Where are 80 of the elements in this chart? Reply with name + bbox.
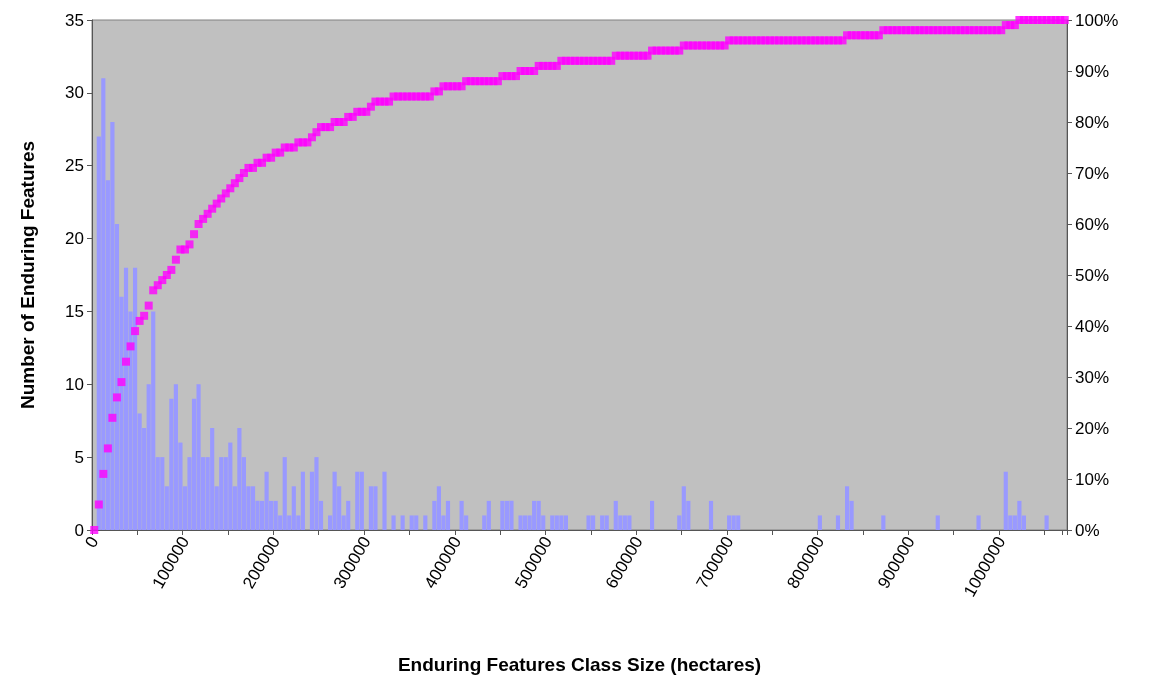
- y2-tick-label: 80%: [1075, 112, 1110, 132]
- bar: [500, 500, 505, 530]
- bar: [250, 486, 256, 530]
- bar: [414, 515, 419, 530]
- bar: [935, 515, 940, 530]
- y2-tick-label: 30%: [1075, 367, 1110, 387]
- bar: [627, 515, 632, 530]
- y2-tick-label: 60%: [1075, 214, 1110, 234]
- bar: [731, 515, 736, 530]
- bar: [355, 471, 360, 530]
- bar: [486, 500, 491, 530]
- bar: [423, 515, 428, 530]
- y-tick-label: 0: [74, 520, 84, 540]
- bar: [817, 515, 822, 530]
- y2-tick-label: 10%: [1075, 469, 1110, 489]
- bar: [314, 457, 319, 530]
- bar: [681, 486, 686, 530]
- bar: [459, 500, 464, 530]
- bar: [559, 515, 564, 530]
- y2-tick-label: 100%: [1075, 10, 1119, 30]
- bar: [1044, 515, 1049, 530]
- bar: [613, 500, 618, 530]
- bar: [400, 515, 405, 530]
- bar: [409, 515, 414, 530]
- y-tick-label: 15: [65, 301, 84, 321]
- bar: [219, 457, 224, 530]
- x-axis-title: Enduring Features Class Size (hectares): [397, 654, 762, 675]
- y2-tick-label: 90%: [1075, 61, 1110, 81]
- bar: [554, 515, 559, 530]
- y-tick-label: 10: [65, 374, 84, 394]
- bar: [228, 442, 233, 530]
- bar: [237, 428, 242, 530]
- bar: [509, 500, 514, 530]
- bar: [382, 471, 387, 530]
- bar: [151, 311, 156, 530]
- bar: [391, 515, 396, 530]
- bar: [518, 515, 523, 530]
- bar: [160, 457, 165, 530]
- bar: [649, 500, 655, 530]
- bar: [844, 486, 850, 530]
- bar: [1017, 500, 1022, 530]
- bar: [976, 515, 981, 530]
- bar: [504, 500, 510, 530]
- bar: [536, 500, 541, 530]
- bar: [835, 515, 841, 530]
- bar: [346, 500, 351, 530]
- bar: [264, 471, 269, 530]
- bar: [622, 515, 627, 530]
- bar: [445, 500, 451, 530]
- bar: [1003, 471, 1008, 530]
- bar: [373, 486, 378, 530]
- bar: [550, 515, 555, 530]
- bar: [600, 515, 605, 530]
- bar: [727, 515, 732, 530]
- y2-tick-label: 0%: [1075, 520, 1100, 540]
- y2-tick-label: 70%: [1075, 163, 1110, 183]
- bar: [291, 486, 296, 530]
- bar: [586, 515, 591, 530]
- y-tick-label: 30: [65, 83, 84, 103]
- bar: [196, 384, 201, 530]
- bar: [532, 500, 537, 530]
- y-tick-label: 25: [65, 156, 84, 176]
- bar: [563, 515, 568, 530]
- bar: [300, 471, 305, 530]
- bar: [359, 471, 364, 530]
- bar: [282, 457, 287, 530]
- bar: [881, 515, 886, 530]
- y-axis-title: Number of Enduring Features: [17, 140, 38, 410]
- y2-tick-label: 50%: [1075, 265, 1110, 285]
- bar: [736, 515, 741, 530]
- y-tick-label: 5: [74, 447, 84, 467]
- bar: [708, 500, 714, 530]
- bar: [273, 500, 278, 530]
- y-tick-label: 20: [65, 229, 84, 249]
- y2-tick-label: 40%: [1075, 316, 1110, 336]
- bar: [604, 515, 609, 530]
- y2-tick-label: 20%: [1075, 418, 1110, 438]
- y-tick-label: 35: [65, 10, 84, 30]
- bar: [210, 428, 215, 530]
- bar: [332, 471, 337, 530]
